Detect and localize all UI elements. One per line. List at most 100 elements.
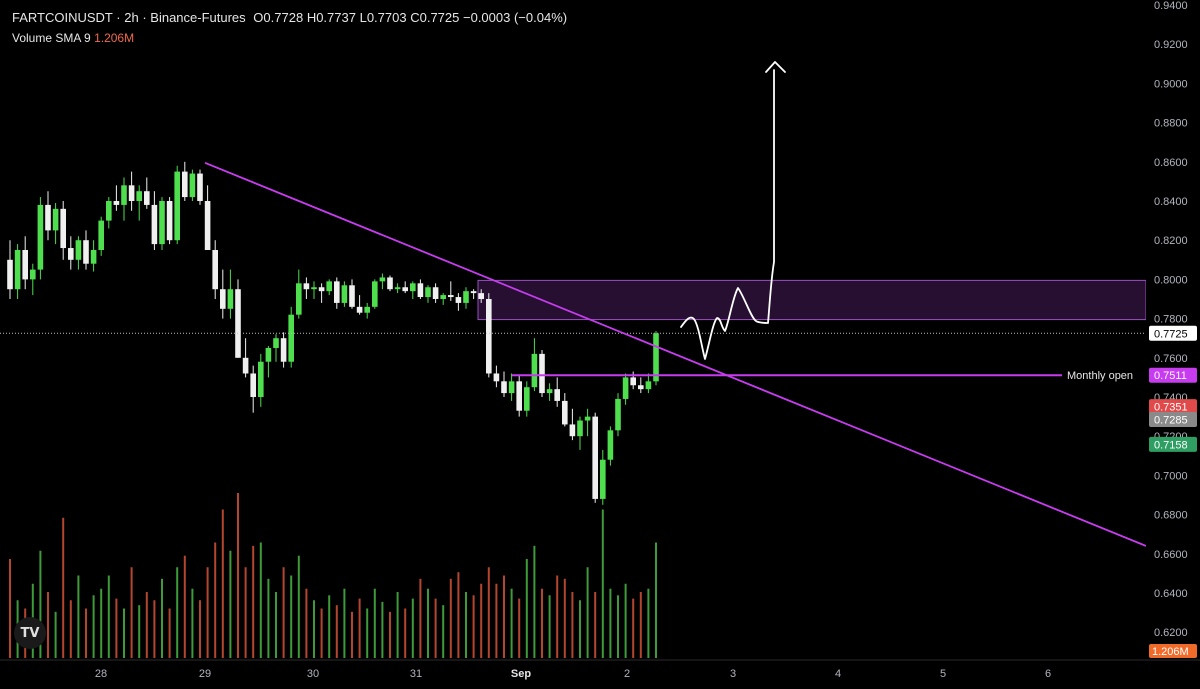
candle-body[interactable] xyxy=(273,338,279,348)
candle-body[interactable] xyxy=(334,281,340,303)
candle-body[interactable] xyxy=(417,283,424,298)
candle-body[interactable] xyxy=(463,291,469,303)
candle-body[interactable] xyxy=(37,204,44,270)
candle-body[interactable] xyxy=(493,373,500,382)
candle-body[interactable] xyxy=(220,289,226,309)
candle-body[interactable] xyxy=(7,259,13,290)
candle-body[interactable] xyxy=(159,201,165,245)
candle-body[interactable] xyxy=(113,201,120,205)
candle-body[interactable] xyxy=(607,430,614,460)
candle-body[interactable] xyxy=(531,353,538,388)
candle-body[interactable] xyxy=(539,353,545,394)
candle-body[interactable] xyxy=(311,287,317,290)
candle-body[interactable] xyxy=(470,291,477,294)
candle-body[interactable] xyxy=(212,250,218,290)
candle-body[interactable] xyxy=(250,373,256,397)
candle-body[interactable] xyxy=(174,171,180,241)
candle-body[interactable] xyxy=(349,285,355,307)
candle-body[interactable] xyxy=(258,361,264,397)
candle-body[interactable] xyxy=(486,299,492,374)
candle-body[interactable] xyxy=(166,201,173,241)
volume-bar xyxy=(366,608,369,658)
candle-body[interactable] xyxy=(455,297,462,303)
candle-body[interactable] xyxy=(622,377,629,399)
candle-body[interactable] xyxy=(68,248,74,260)
candle-body[interactable] xyxy=(356,306,363,313)
candle-body[interactable] xyxy=(242,357,249,374)
candle-body[interactable] xyxy=(653,333,659,382)
candle-body[interactable] xyxy=(128,185,135,201)
candle-body[interactable] xyxy=(90,250,97,264)
resistance-zone[interactable] xyxy=(477,279,1147,321)
candle-body[interactable] xyxy=(554,389,560,401)
candle-body[interactable] xyxy=(516,381,522,411)
candle-body[interactable] xyxy=(569,424,576,437)
candle-body[interactable] xyxy=(432,287,439,299)
candle-body[interactable] xyxy=(372,281,378,307)
candle-body[interactable] xyxy=(318,287,325,292)
candle-body[interactable] xyxy=(364,306,370,313)
candle-body[interactable] xyxy=(121,185,127,205)
candle-body[interactable] xyxy=(22,250,28,280)
candle-body[interactable] xyxy=(615,398,621,431)
candle-body[interactable] xyxy=(235,289,241,358)
volume-bar xyxy=(495,583,498,658)
candle-body[interactable] xyxy=(265,348,272,362)
candle-body[interactable] xyxy=(296,283,302,315)
candle-body[interactable] xyxy=(387,277,393,290)
candle-body[interactable] xyxy=(288,314,294,362)
volume-indicator-label[interactable]: Volume SMA 9 xyxy=(12,31,91,45)
candle-body[interactable] xyxy=(630,377,636,386)
candle-body[interactable] xyxy=(394,287,401,290)
volume-bar xyxy=(145,592,148,658)
candle-body[interactable] xyxy=(592,416,598,499)
candle-body[interactable] xyxy=(524,387,530,411)
candle-body[interactable] xyxy=(136,191,142,201)
candle-body[interactable] xyxy=(189,173,196,198)
candle-body[interactable] xyxy=(584,416,591,421)
candle-body[interactable] xyxy=(341,285,348,303)
candle-body[interactable] xyxy=(144,191,150,205)
candle-body[interactable] xyxy=(303,283,310,290)
candle-body[interactable] xyxy=(280,338,287,362)
candle-body[interactable] xyxy=(425,287,431,298)
candle-body[interactable] xyxy=(577,420,583,437)
tradingview-logo-icon[interactable]: TV xyxy=(14,617,46,649)
projection-drawing[interactable] xyxy=(680,69,775,360)
candle-body[interactable] xyxy=(227,289,234,309)
timeframe[interactable]: 2h xyxy=(124,10,139,25)
candle-body[interactable] xyxy=(501,381,507,394)
candle-body[interactable] xyxy=(60,208,66,249)
candle-body[interactable] xyxy=(14,250,21,290)
candle-body[interactable] xyxy=(379,277,386,282)
candle-body[interactable] xyxy=(75,240,82,260)
candle-body[interactable] xyxy=(638,385,644,390)
candle-body[interactable] xyxy=(508,381,515,394)
candle-body[interactable] xyxy=(326,281,332,292)
candle-body[interactable] xyxy=(106,201,112,221)
candle-body[interactable] xyxy=(52,208,59,231)
candle-body[interactable] xyxy=(45,204,51,231)
volume-bar xyxy=(69,600,72,658)
candle-body[interactable] xyxy=(410,283,416,292)
candle-body[interactable] xyxy=(30,269,36,280)
candle-body[interactable] xyxy=(645,381,652,390)
candle-body[interactable] xyxy=(402,287,408,292)
candle-body[interactable] xyxy=(182,171,188,198)
volume-bar xyxy=(9,559,11,658)
descending-trendline[interactable] xyxy=(204,161,1147,547)
candle-body[interactable] xyxy=(546,389,553,394)
candle-body[interactable] xyxy=(197,173,203,201)
candle-body[interactable] xyxy=(98,220,104,250)
candle-body[interactable] xyxy=(204,201,211,250)
candle-body[interactable] xyxy=(151,204,158,245)
candle-body[interactable] xyxy=(562,400,568,425)
candle-body[interactable] xyxy=(83,240,89,264)
candle-body[interactable] xyxy=(448,295,454,298)
candle-body[interactable] xyxy=(478,293,484,299)
candle-body[interactable] xyxy=(440,295,446,299)
symbol-name[interactable]: FARTCOINUSDT xyxy=(12,10,113,25)
volume-bar xyxy=(297,555,300,658)
candle-body[interactable] xyxy=(600,459,606,499)
